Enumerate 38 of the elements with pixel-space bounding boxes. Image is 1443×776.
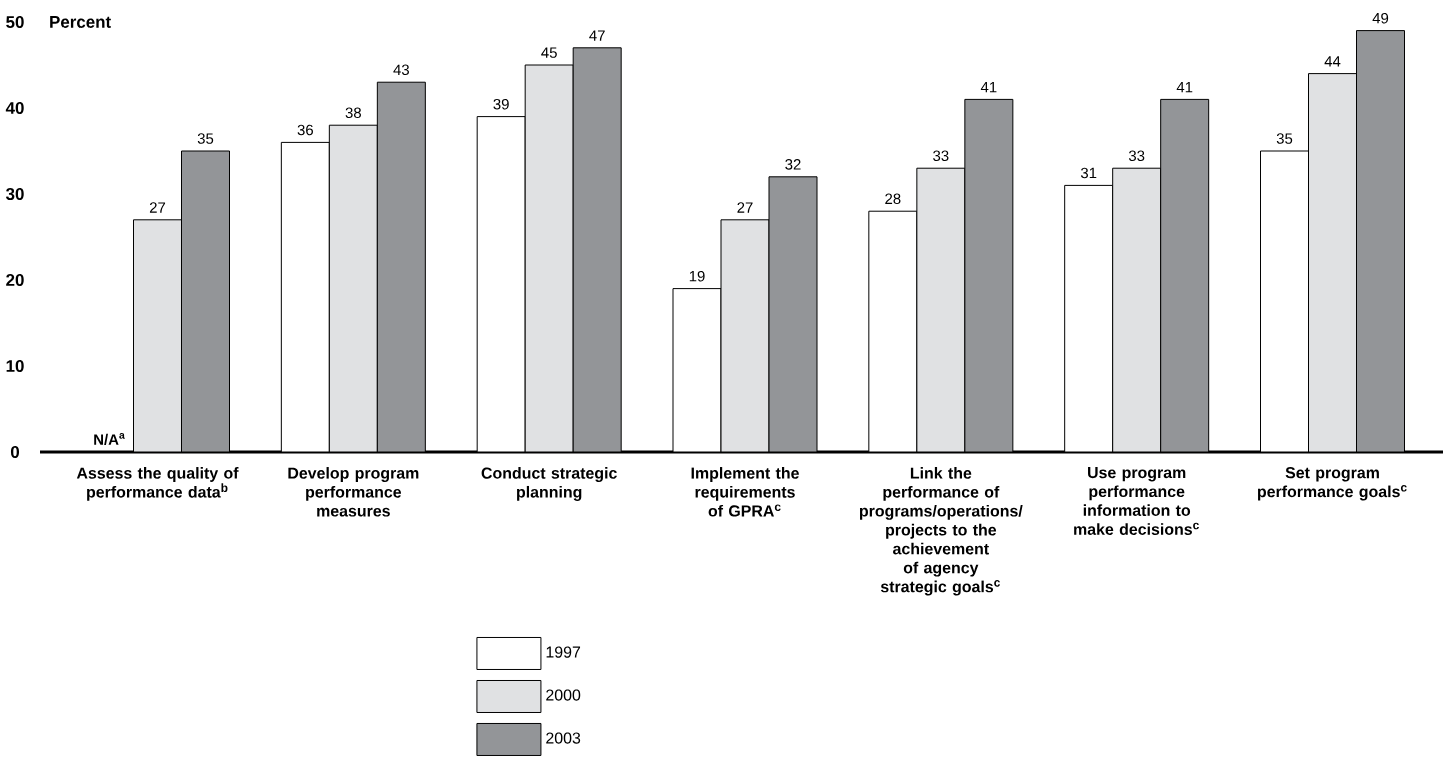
legend-label: 1997	[546, 646, 581, 658]
y-tick-label: 10	[6, 360, 24, 372]
x-tick-label: Conduct strategic planning	[481, 467, 617, 501]
y-tick-label: 50	[6, 16, 24, 28]
data-label: 35	[1276, 133, 1293, 144]
data-label: 39	[493, 98, 509, 110]
data-label: 44	[1324, 56, 1341, 67]
data-label: 49	[1372, 12, 1389, 24]
x-tick-label: Implement the requirements of GPRA$^{c}$	[691, 467, 799, 517]
data-label: 41	[980, 81, 997, 93]
data-label: 47	[589, 30, 605, 41]
x-tick-label: Link the performance of programs/operations/ projects to the achievement of agency strategic goals$^{c}$	[859, 467, 1023, 596]
data-label: 35	[197, 133, 214, 144]
data-label: 32	[785, 159, 801, 170]
y-tick-label: 40	[5, 102, 24, 114]
data-label: 19	[689, 270, 705, 282]
data-label: 31	[1080, 167, 1097, 179]
legend-label: 2003	[546, 732, 581, 744]
data-label: 43	[393, 64, 409, 76]
data-label: 28	[885, 193, 901, 205]
y-tick-label: 30	[5, 188, 24, 201]
y-axis-title: Percent	[50, 16, 111, 28]
x-tick-label: Develop program performance measures	[288, 467, 419, 517]
legend-label: 2000	[546, 689, 581, 701]
data-label: 33	[1128, 150, 1145, 162]
x-tick-label: Assess the quality of performance data$^{b}$	[76, 467, 239, 501]
data-label: 38	[345, 107, 361, 119]
data-label: 27	[149, 202, 166, 213]
data-label: 27	[737, 202, 753, 213]
data-label: 36	[297, 124, 313, 136]
data-label: 45	[541, 47, 557, 58]
data-label: 33	[933, 150, 949, 162]
data-label: 41	[1176, 81, 1193, 93]
x-tick-label: Set program performance goals$^{c}$	[1258, 467, 1407, 501]
text: N/A$^{a}$	[94, 433, 125, 445]
x-tick-label: Use program performance information to make decisions$^{c}$	[1074, 467, 1199, 535]
y-tick-label: 20	[6, 274, 24, 286]
y-tick-label: 0	[10, 446, 20, 458]
